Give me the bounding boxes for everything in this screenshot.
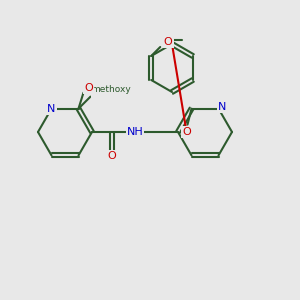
Text: N: N — [47, 103, 56, 114]
Text: NH: NH — [127, 127, 143, 137]
Text: methoxy: methoxy — [92, 85, 131, 94]
Text: O: O — [182, 127, 191, 136]
Text: O: O — [164, 37, 172, 47]
Text: O: O — [84, 82, 93, 93]
Text: O: O — [108, 151, 116, 161]
Text: O: O — [92, 87, 101, 97]
Text: N: N — [218, 102, 227, 112]
